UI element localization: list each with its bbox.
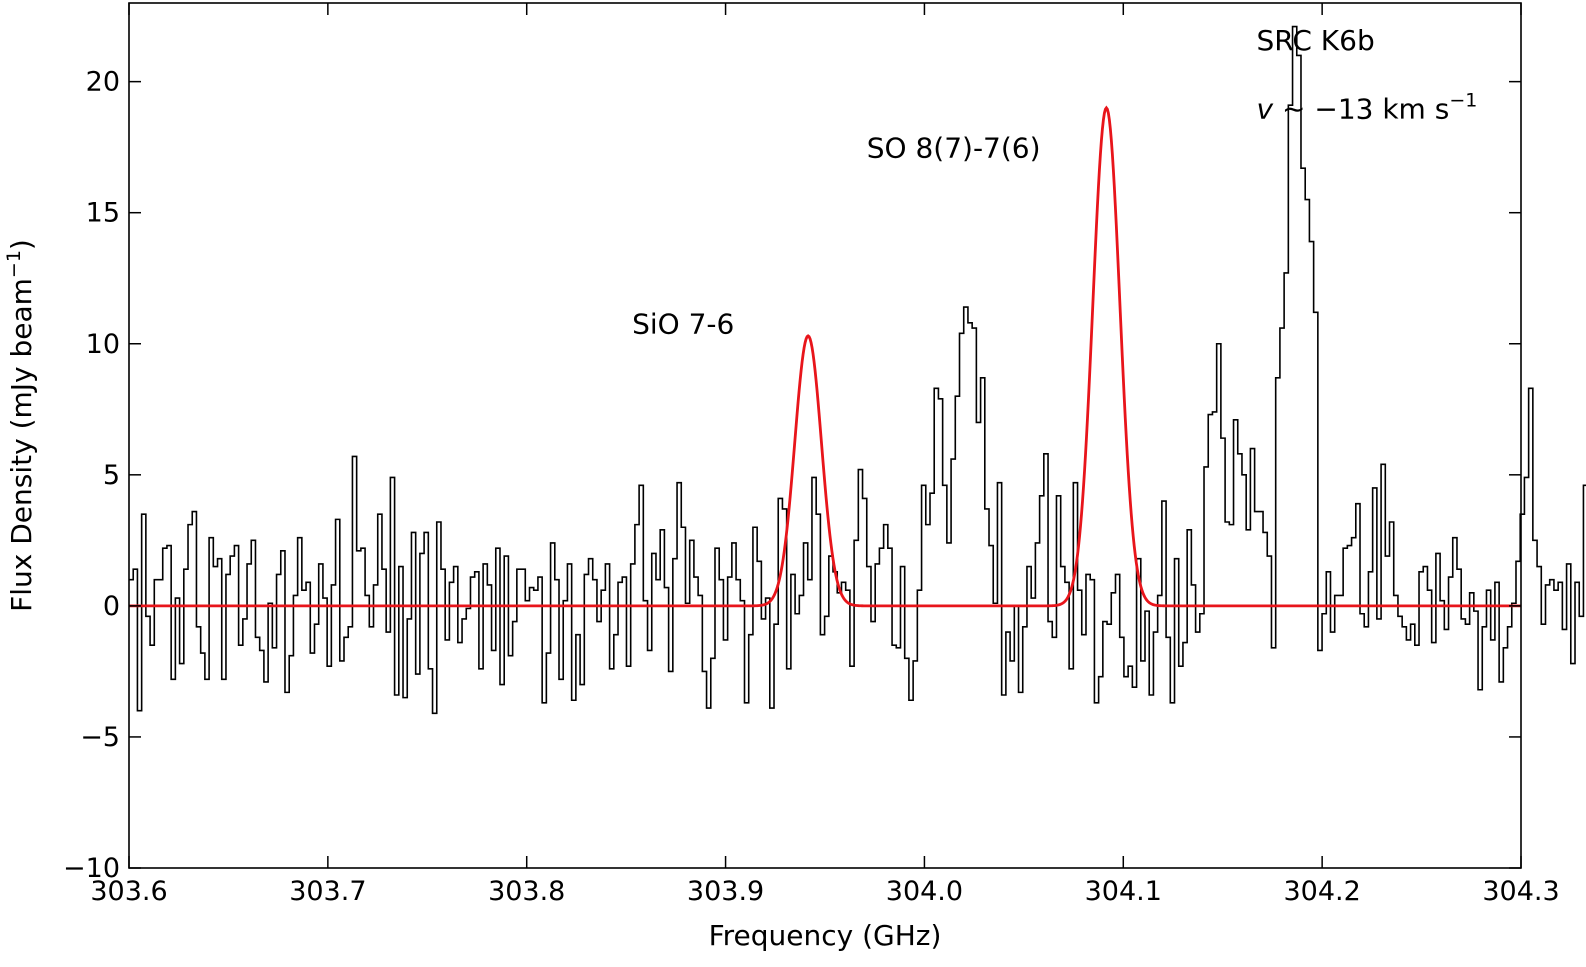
annotations: SiO 7-6 SO 8(7)-7(6) SRC K6b v ∼ −13 km s−1 [632,24,1477,340]
y-axis-label-sup: −1 [3,250,25,278]
y-axis-label-close: ) [5,239,38,250]
line-annotation: SiO 7-6 [632,307,734,340]
velocity-symbol: v [1257,92,1274,125]
x-axis-label: Frequency (GHz) [709,919,942,952]
line-annotation: SRC K6b [1257,24,1375,57]
plot-content [129,25,1586,715]
y-tick-label: 0 [103,591,120,622]
x-tick-label: 303.9 [687,876,764,907]
x-tick-label: 304.2 [1283,876,1360,907]
spectrum-line [129,25,1586,715]
y-axis-ticks: −10 −5 0 5 10 15 20 [63,67,1521,884]
y-tick-label: 15 [86,198,120,229]
gaussian-fit-line [129,105,1521,608]
y-axis-label-main: Flux Density (mJy beam [5,278,38,612]
y-tick-label: −5 [80,722,120,753]
x-tick-label: 304.0 [886,876,963,907]
x-axis-ticks: 303.6 303.7 303.8 303.9 304.0 304.1 304.2 304.3 [90,3,1560,907]
x-tick-label: 304.3 [1482,876,1559,907]
y-tick-label: −10 [63,853,120,884]
y-axis-label: Flux Density (mJy beam−1) [3,239,38,612]
plot-frame [128,2,1522,869]
y-tick-label: 5 [103,460,120,491]
y-tick-label: 20 [86,67,120,98]
x-tick-label: 303.8 [488,876,565,907]
y-tick-label: 10 [86,329,120,360]
x-tick-label: 303.7 [289,876,366,907]
velocity-value: ∼ −13 km s [1273,92,1449,125]
x-tick-label: 303.6 [90,876,167,907]
velocity-annotation: v ∼ −13 km s−1 [1257,89,1478,125]
line-annotation: SO 8(7)-7(6) [867,132,1041,165]
x-tick-label: 304.1 [1085,876,1162,907]
velocity-sup: −1 [1449,89,1477,111]
